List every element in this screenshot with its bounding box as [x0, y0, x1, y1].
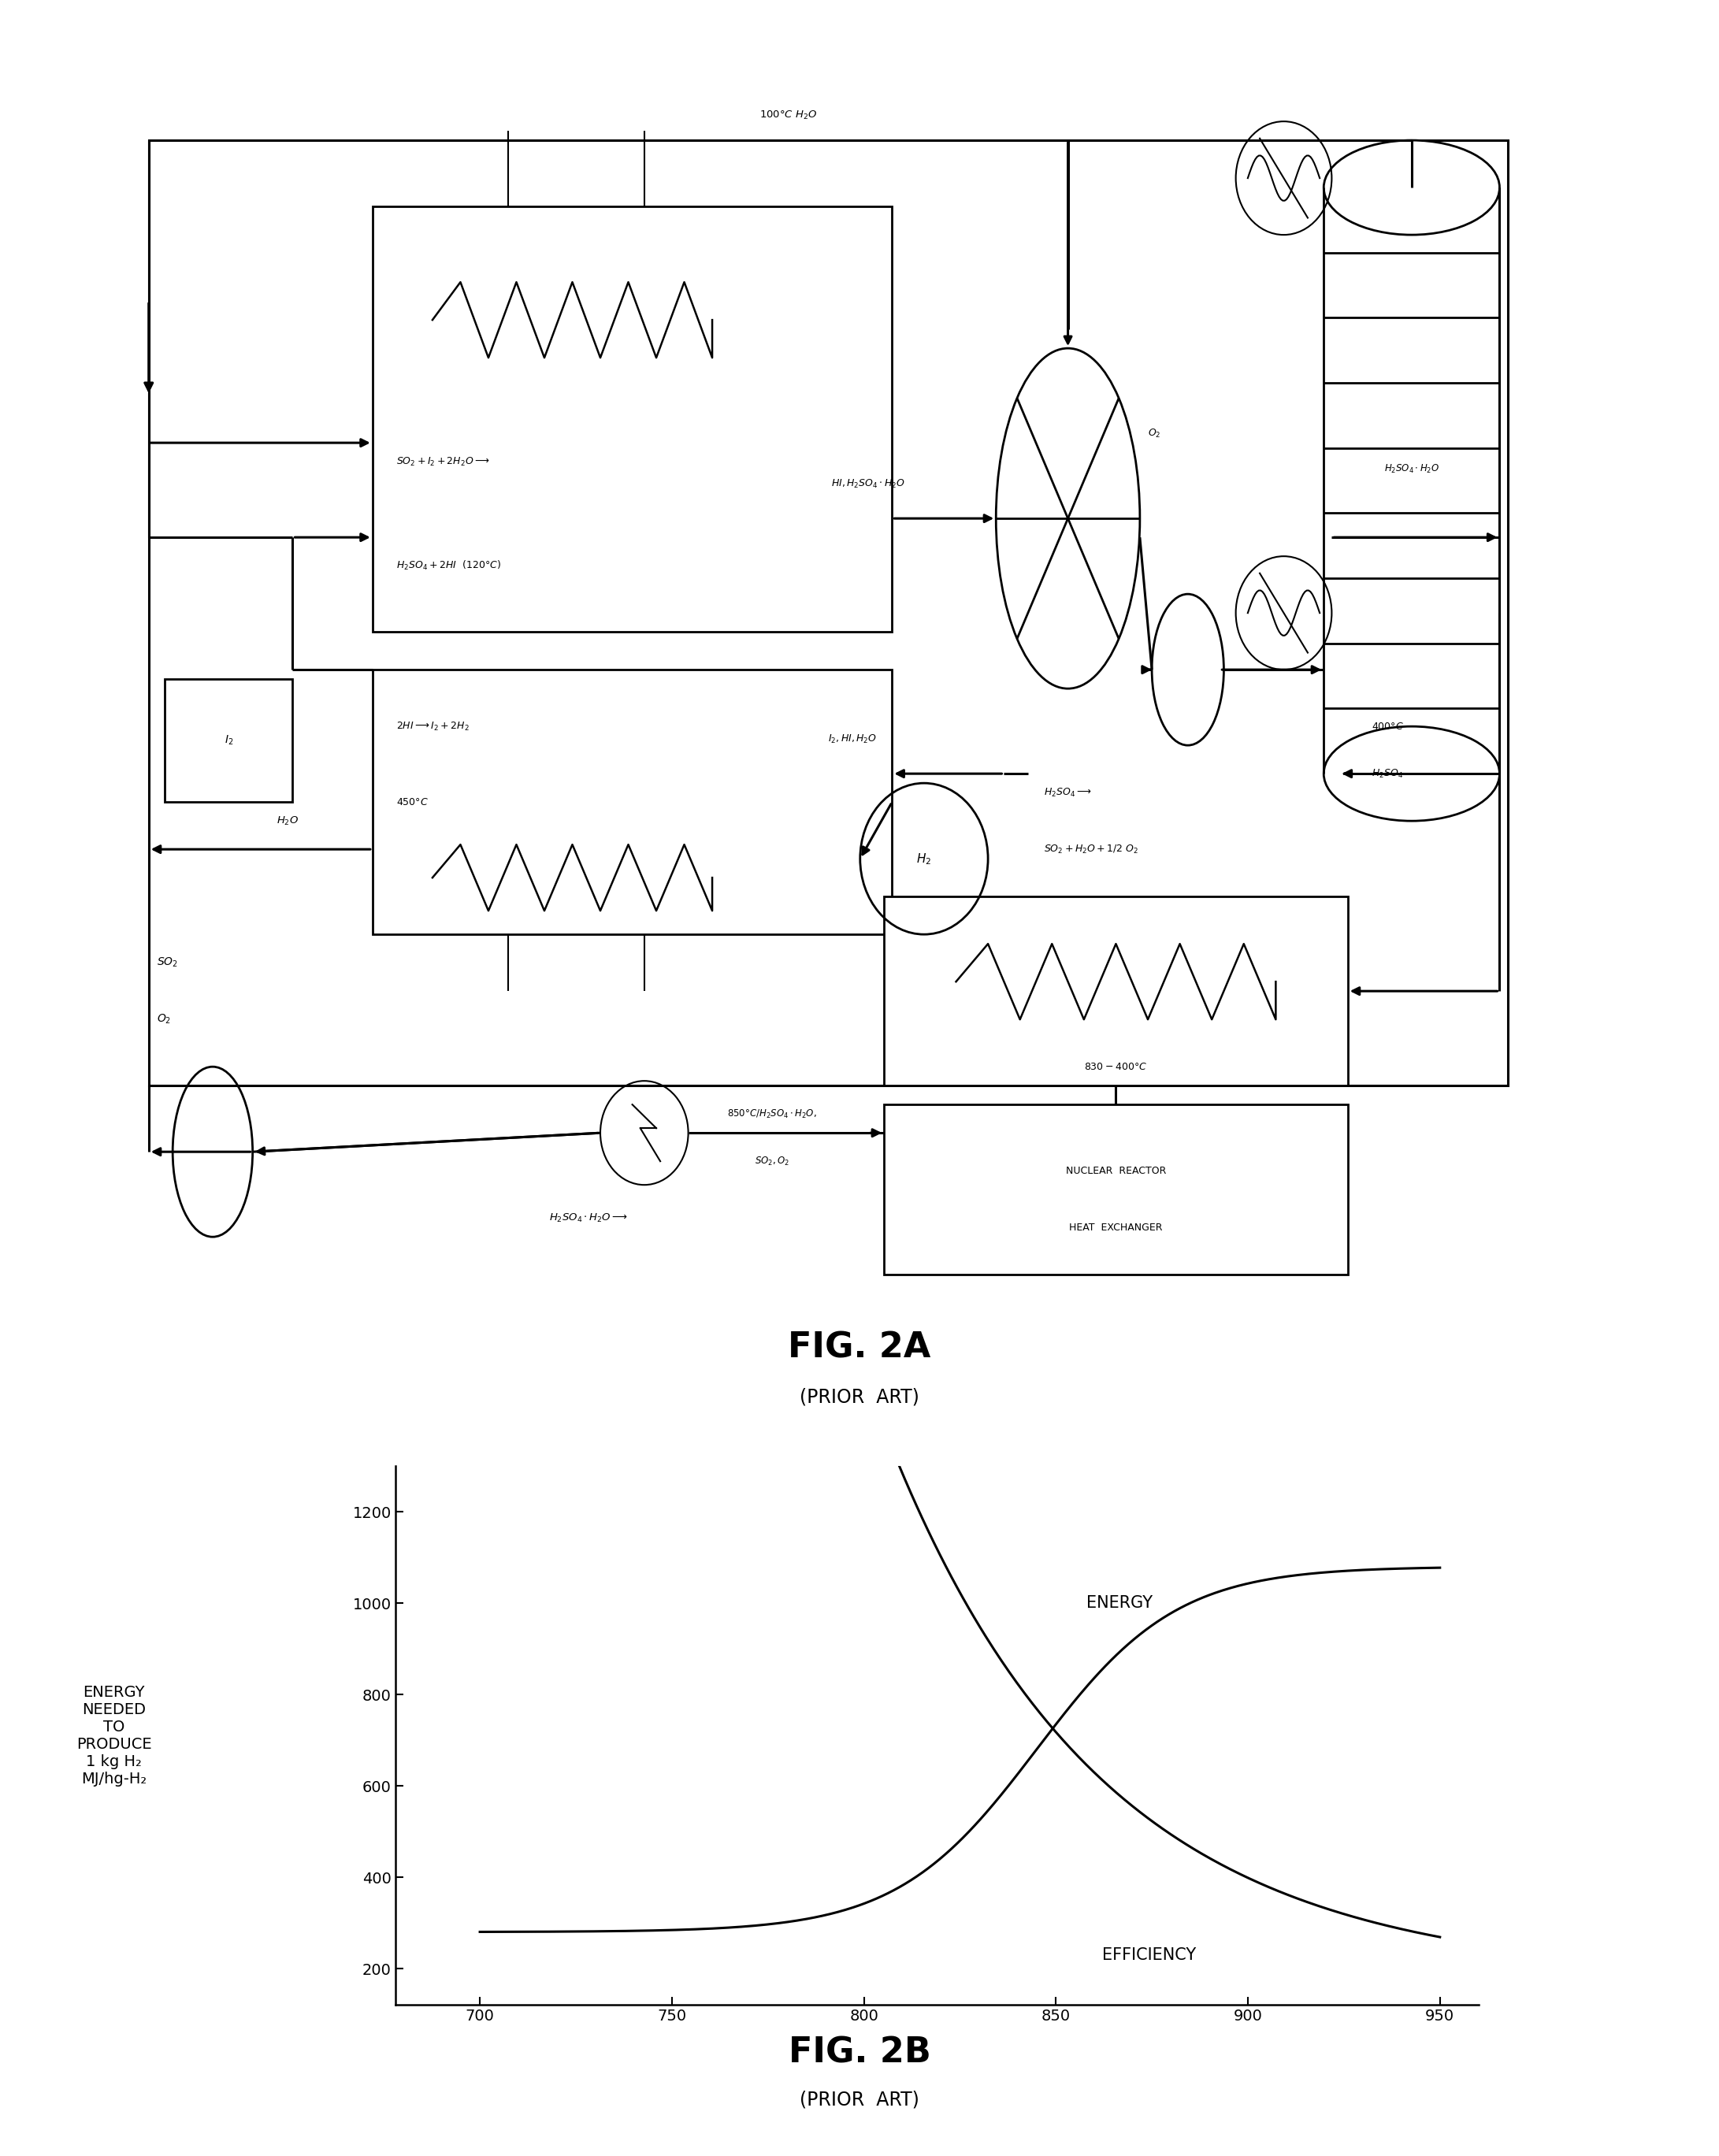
Text: $100°C\  H_2O$: $100°C\ H_2O$ — [760, 110, 817, 121]
Text: $H_2SO_4 \longrightarrow$: $H_2SO_4 \longrightarrow$ — [1043, 787, 1092, 798]
Text: $H_2SO_4$: $H_2SO_4$ — [1372, 768, 1403, 780]
Text: ENERGY: ENERGY — [1086, 1595, 1153, 1611]
Text: $HI,H_2SO_4 \cdot H_2O$: $HI,H_2SO_4 \cdot H_2O$ — [830, 479, 906, 489]
Text: $I_2$: $I_2$ — [223, 735, 234, 746]
Text: $850°C/H_2SO_4 \cdot H_2O,$: $850°C/H_2SO_4 \cdot H_2O,$ — [727, 1108, 817, 1119]
Text: NUCLEAR  REACTOR: NUCLEAR REACTOR — [1066, 1166, 1165, 1175]
Text: $450°C$: $450°C$ — [397, 798, 428, 806]
Bar — [165, 679, 292, 802]
Text: $H_2O$: $H_2O$ — [277, 815, 299, 828]
Ellipse shape — [1324, 727, 1499, 821]
Text: $SO_2+I_2+2H_2O \longrightarrow$: $SO_2+I_2+2H_2O \longrightarrow$ — [397, 455, 490, 468]
Text: (PRIOR  ART): (PRIOR ART) — [799, 1388, 920, 1406]
Text: $830-400°C$: $830-400°C$ — [1085, 1061, 1147, 1072]
Text: $H_2SO_4 \cdot H_2O \longrightarrow$: $H_2SO_4 \cdot H_2O \longrightarrow$ — [548, 1212, 627, 1225]
Bar — [884, 897, 1348, 1087]
Text: $H_2$: $H_2$ — [916, 852, 932, 867]
Bar — [373, 207, 892, 632]
Text: FIG. 2A: FIG. 2A — [787, 1330, 932, 1365]
Text: EFFICIENCY: EFFICIENCY — [1102, 1947, 1196, 1962]
Text: $O_2$: $O_2$ — [156, 1013, 170, 1026]
Ellipse shape — [1324, 140, 1499, 235]
Text: $2HI \longrightarrow I_2+2H_2$: $2HI \longrightarrow I_2+2H_2$ — [397, 720, 469, 733]
Bar — [373, 671, 892, 934]
Text: $SO_2,O_2$: $SO_2,O_2$ — [755, 1156, 789, 1166]
Text: HEAT  EXCHANGER: HEAT EXCHANGER — [1069, 1222, 1162, 1233]
Text: $O_2$: $O_2$ — [1148, 427, 1160, 440]
Text: $SO_2$: $SO_2$ — [156, 957, 177, 970]
Text: FIG. 2B: FIG. 2B — [789, 2035, 930, 2070]
Text: $400°C$: $400°C$ — [1372, 722, 1404, 731]
Text: (PRIOR  ART): (PRIOR ART) — [799, 2091, 920, 2109]
Bar — [884, 1104, 1348, 1274]
Text: ENERGY
NEEDED
TO
PRODUCE
1 kg H₂
MJ/hg-H₂: ENERGY NEEDED TO PRODUCE 1 kg H₂ MJ/hg-H… — [76, 1684, 151, 1787]
Text: $I_2,HI,H_2O$: $I_2,HI,H_2O$ — [827, 733, 877, 746]
Text: $H_2SO_4+2HI\ \ (120°C)$: $H_2SO_4+2HI\ \ (120°C)$ — [397, 558, 502, 571]
Bar — [150, 140, 1508, 1087]
Text: $H_2SO_4 \cdot H_2O$: $H_2SO_4 \cdot H_2O$ — [1384, 464, 1439, 474]
Text: $SO_2+H_2O+1/2\ O_2$: $SO_2+H_2O+1/2\ O_2$ — [1043, 843, 1138, 856]
